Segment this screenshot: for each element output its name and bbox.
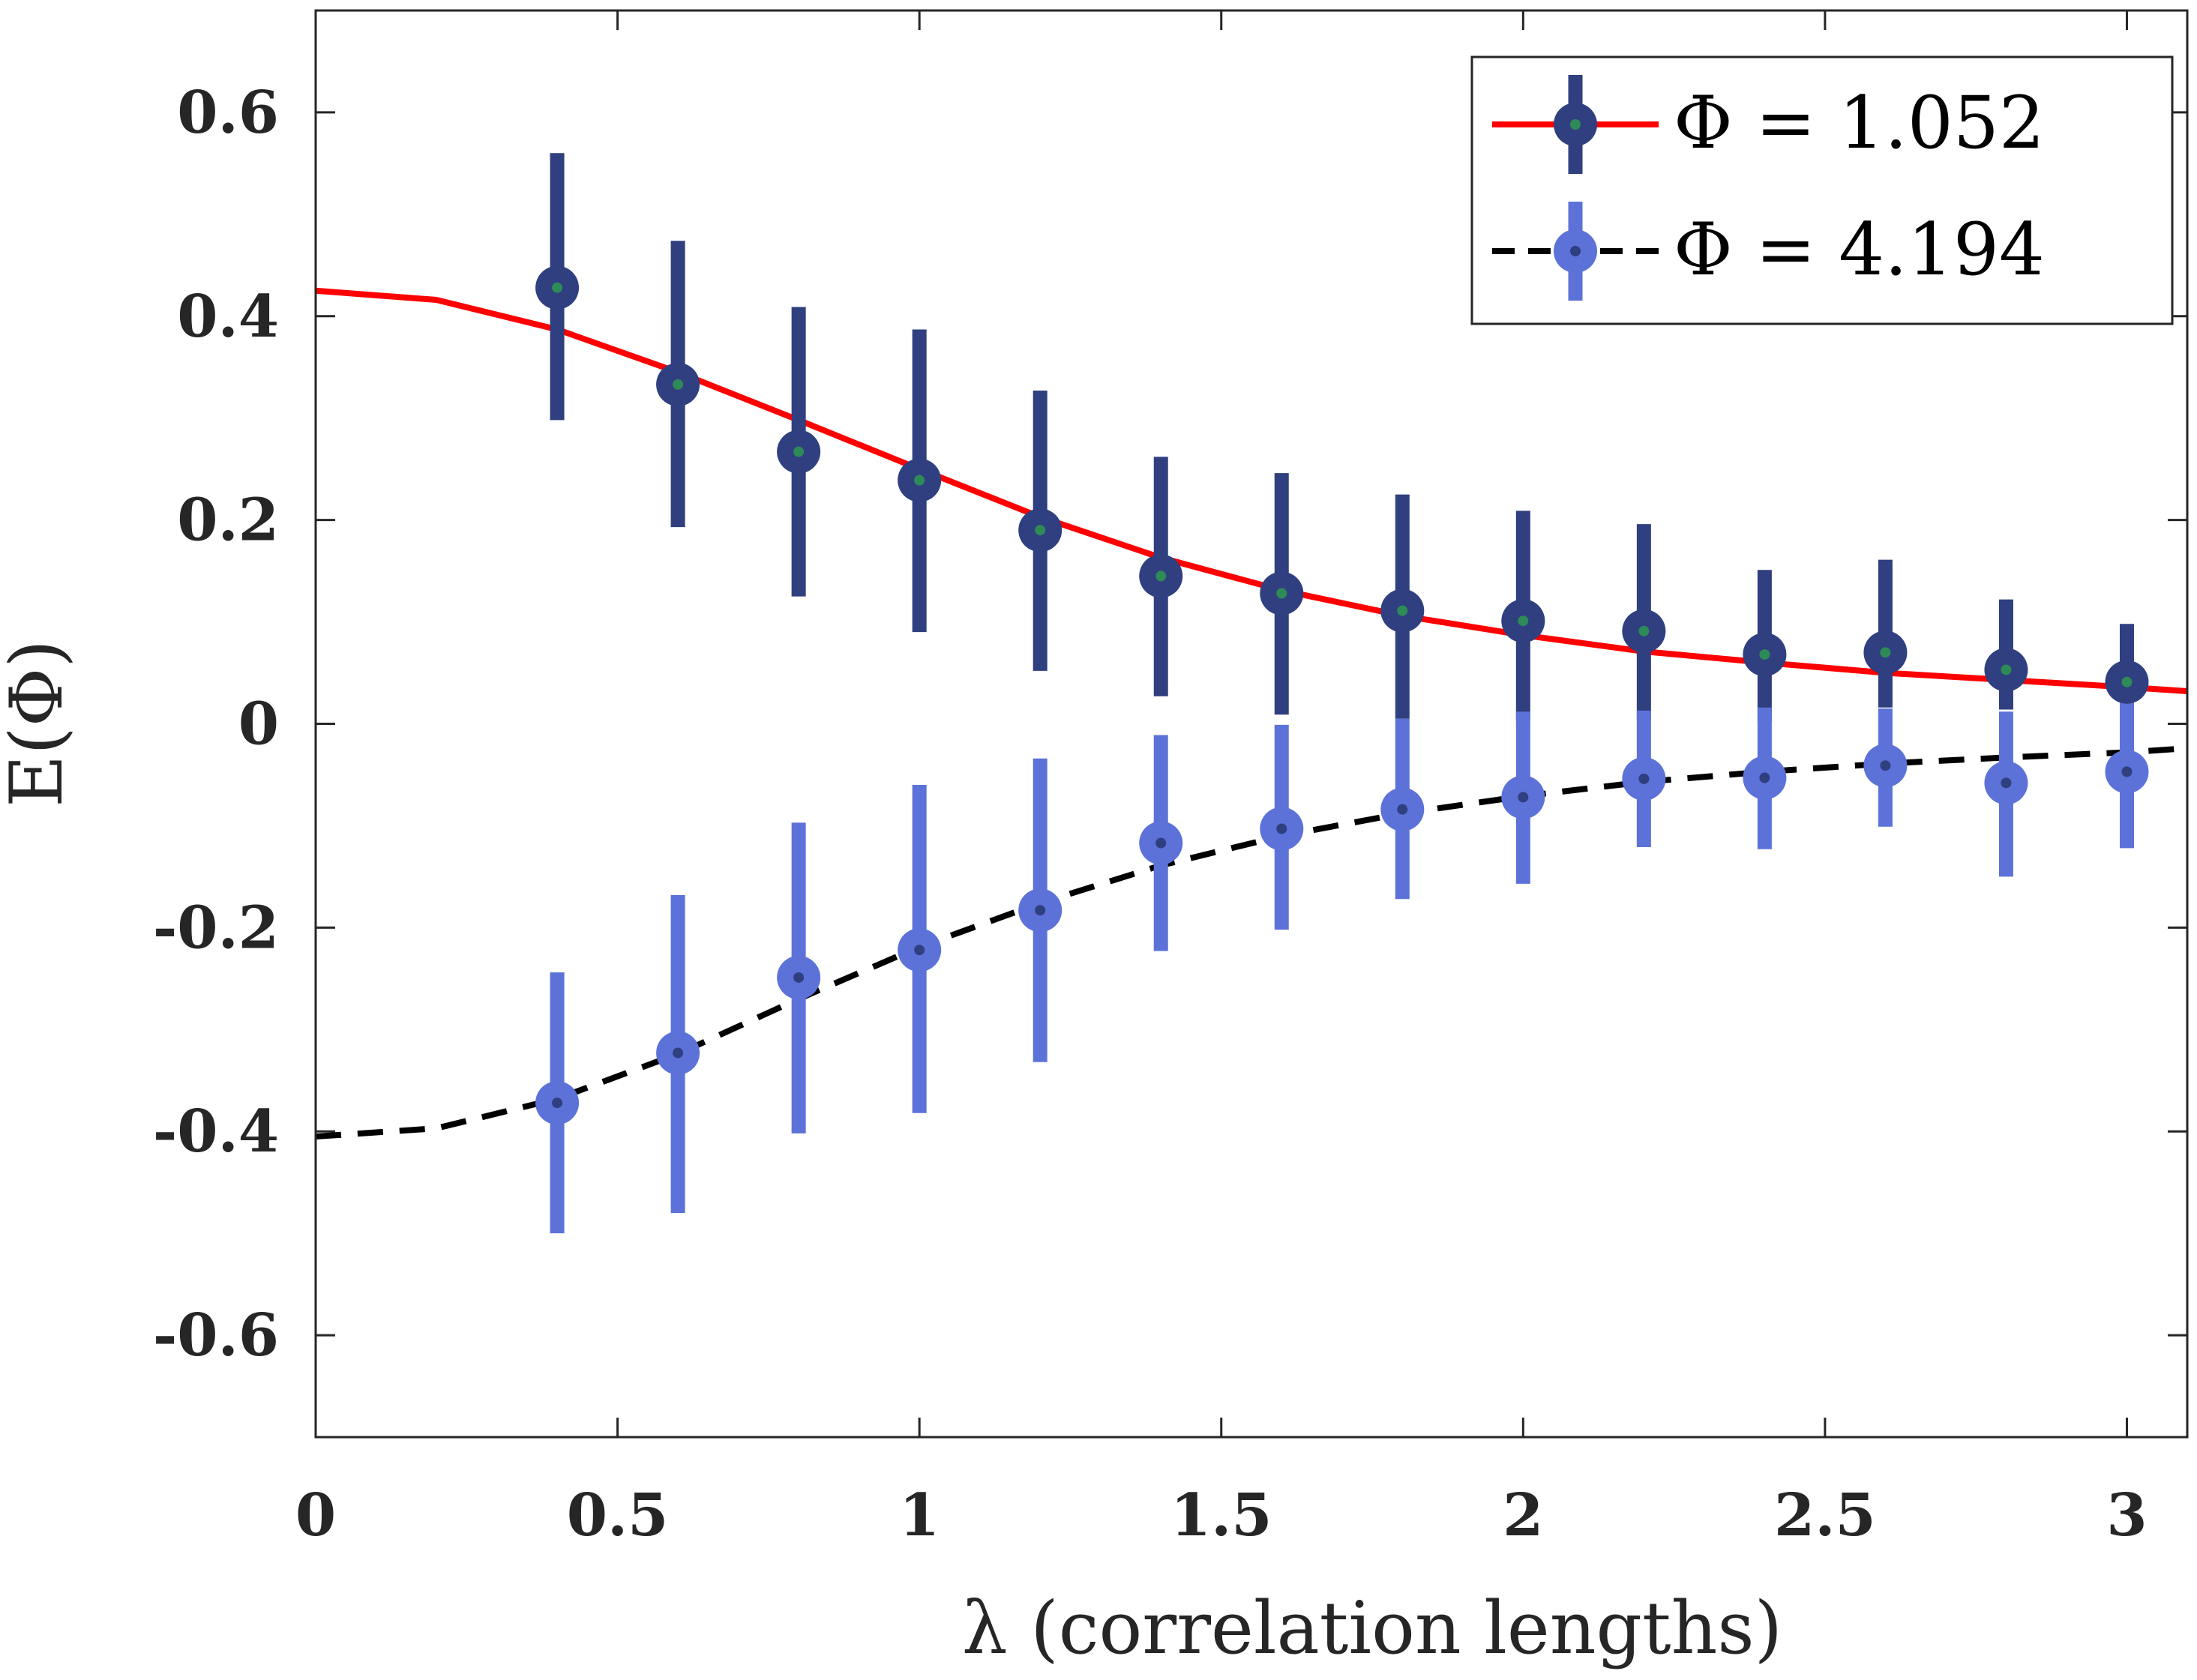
data-point-center-series-0 xyxy=(1759,649,1770,660)
data-point-center-series-1 xyxy=(1759,772,1770,783)
data-point-center-series-0 xyxy=(552,282,563,293)
data-point-center-series-1 xyxy=(1638,773,1650,784)
data-point-center-series-0 xyxy=(1397,605,1408,616)
data-point-center-series-1 xyxy=(2121,766,2133,777)
data-point-center-series-1 xyxy=(1155,837,1167,849)
axes-box xyxy=(314,9,2189,1439)
y-tick-label: -0.4 xyxy=(153,1098,279,1166)
data-point-center-series-1 xyxy=(1035,905,1046,916)
x-tick-label: 2 xyxy=(1503,1481,1543,1550)
y-tick-label: 0 xyxy=(238,690,279,759)
legend-entry-phi-4194 xyxy=(1492,202,1659,301)
data-point-center-series-0 xyxy=(1155,570,1167,582)
x-axis-title: λ (correlation lengths) xyxy=(962,1586,1782,1670)
x-tick-label: 0 xyxy=(295,1481,336,1550)
legend-entry-phi-1052 xyxy=(1492,75,1659,174)
data-point-center-series-1 xyxy=(1276,823,1287,834)
data-point-center-series-1 xyxy=(1880,760,1891,771)
data-point-center-series-0 xyxy=(1035,525,1046,536)
data-point-center-series-0 xyxy=(793,446,805,457)
x-tick-label: 1 xyxy=(899,1481,940,1550)
tick-labels: 0 0.5 1 1.5 2 2.5 3 -0.6 -0.4 -0.2 0 0.2 0.4 0.6 xyxy=(153,79,2148,1550)
data-point-center-series-0 xyxy=(1638,625,1650,636)
x-tick-label: 3 xyxy=(2106,1481,2147,1550)
y-axis-title: E(Φ) xyxy=(0,639,79,807)
data-point-center-series-0 xyxy=(1518,615,1529,627)
y-tick-label: -0.2 xyxy=(153,894,279,962)
legend-label-phi-1052: Φ = 1.052 xyxy=(1674,81,2045,165)
data-point-center-series-0 xyxy=(914,475,925,486)
data-point-center-series-1 xyxy=(552,1098,563,1109)
data-point-center-series-0 xyxy=(673,379,684,390)
data-point-center-series-0 xyxy=(1276,588,1287,599)
data-point-center-series-1 xyxy=(673,1047,684,1059)
x-tick-label: 0.5 xyxy=(567,1481,669,1550)
legend: Φ = 1.052 Φ = 4.194 xyxy=(1470,55,2174,325)
legend-label-phi-4194: Φ = 4.194 xyxy=(1674,208,2045,292)
data-point-center-series-0 xyxy=(1880,647,1891,658)
y-tick-label: 0.2 xyxy=(177,487,279,555)
data-point-center-series-1 xyxy=(914,945,925,956)
y-tick-label: 0.4 xyxy=(177,283,279,351)
data-point-center-series-1 xyxy=(2001,777,2012,789)
x-tick-label: 1.5 xyxy=(1170,1481,1272,1550)
y-tick-label: 0.6 xyxy=(177,79,279,147)
data-point-center-series-0 xyxy=(2121,676,2133,687)
legend-marker-center xyxy=(1570,119,1581,130)
data-point-center-series-0 xyxy=(2001,664,2012,675)
markers xyxy=(535,265,2149,1125)
data-point-center-series-1 xyxy=(1518,792,1529,803)
legend-box xyxy=(1470,55,2174,325)
data-point-center-series-1 xyxy=(793,972,805,983)
legend-marker-center xyxy=(1570,246,1581,256)
y-tick-label: -0.6 xyxy=(153,1301,279,1370)
data-point-center-series-1 xyxy=(1397,804,1408,815)
x-tick-label: 2.5 xyxy=(1774,1481,1876,1550)
